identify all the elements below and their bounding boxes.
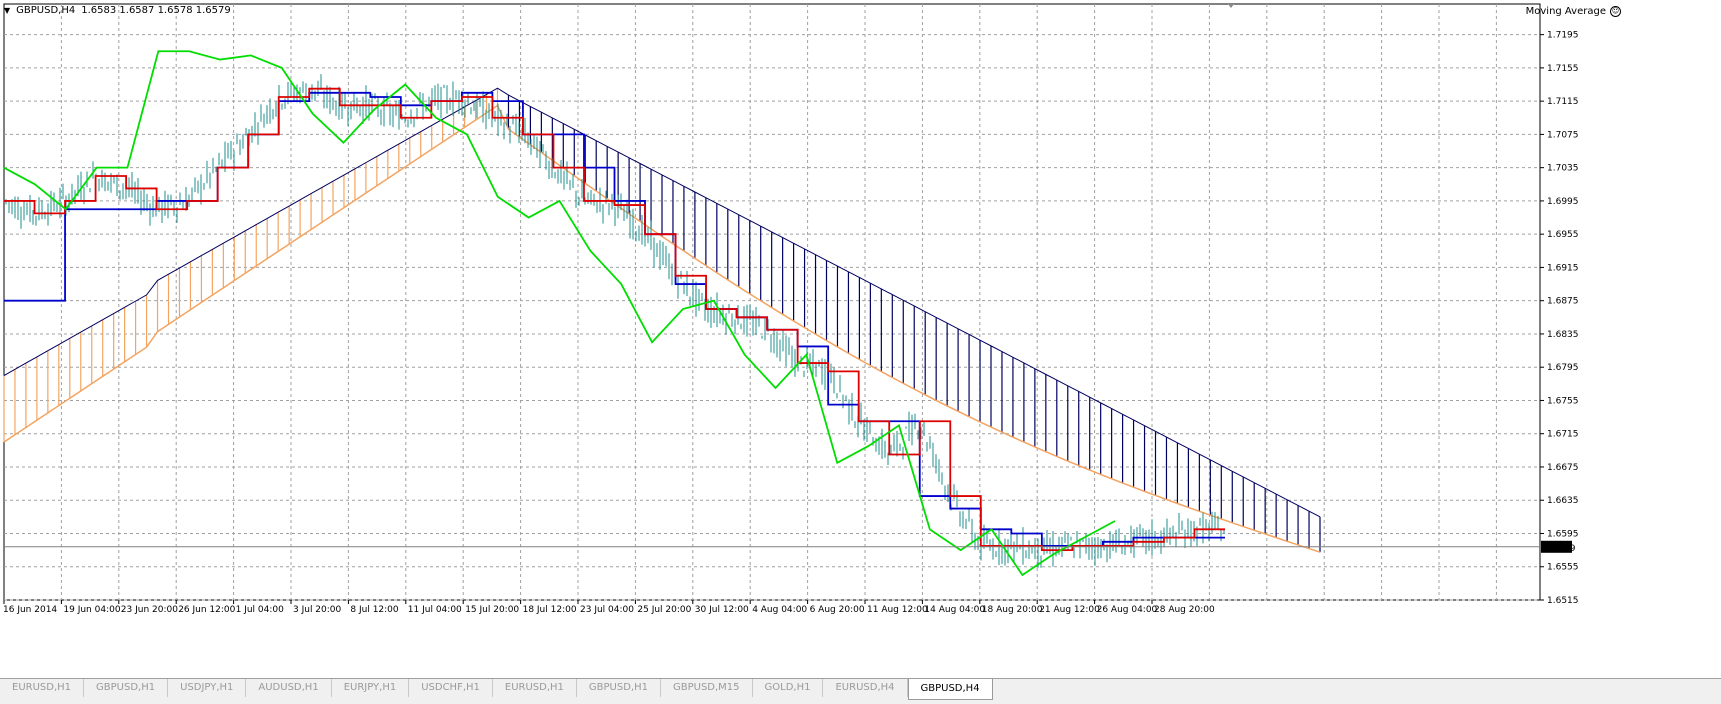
x-tick-label: 16 Jun 2014: [3, 605, 57, 615]
x-tick-label: 18 Jul 12:00: [523, 605, 577, 615]
chart-tab[interactable]: AUDUSD,H1: [246, 679, 332, 697]
chart-tab[interactable]: GBPUSD,M15: [661, 679, 753, 697]
y-tick-label: 1.7035: [1547, 164, 1579, 174]
y-tick-label: 1.6795: [1547, 363, 1579, 373]
y-tick-label: 1.7115: [1547, 97, 1579, 107]
y-tick-label: 1.6835: [1547, 330, 1579, 340]
x-tick-label: 11 Jul 04:00: [408, 605, 462, 615]
y-tick-label: 1.6875: [1547, 297, 1579, 307]
chart-symbol: GBPUSD,H4: [16, 5, 76, 16]
price-chart[interactable]: 1.7195 1.7155 1.7115 1.7075 1.7035 1.6995 1.69…: [0, 0, 1721, 678]
indicator-settings-icon[interactable]: ☺: [1610, 6, 1621, 17]
y-tick-label: 1.6515: [1547, 596, 1579, 606]
chart-tab[interactable]: USDCHF,H1: [409, 679, 493, 697]
y-tick-label: 1.6915: [1547, 263, 1579, 273]
indicator-name: Moving Average: [1525, 6, 1606, 17]
x-tick-label: 23 Jul 04:00: [580, 605, 634, 615]
chart-tab[interactable]: GBPUSD,H1: [577, 679, 661, 697]
y-tick-label: 1.7155: [1547, 64, 1579, 74]
chart-tab-bar: EURUSD,H1 GBPUSD,H1 USDJPY,H1 AUDUSD,H1 EURJ…: [0, 678, 1721, 704]
chart-tab[interactable]: EURUSD,H1: [0, 679, 85, 697]
collapse-triangle-icon[interactable]: ▼: [4, 6, 11, 15]
chart-ohlc: 1.6583 1.6587 1.6578 1.6579: [81, 5, 231, 16]
series-line-kijun-sen: [4, 91, 1225, 547]
chart-tab[interactable]: GBPUSD,H4: [907, 679, 993, 700]
x-tick-label: 28 Aug 20:00: [1154, 605, 1215, 615]
x-tick-label: 14 Aug 04:00: [924, 605, 985, 615]
series-line-chikou-span: [3, 50, 1116, 577]
x-tick-label: 4 Aug 04:00: [752, 605, 807, 615]
x-tick-label: 25 Jul 20:00: [637, 605, 691, 615]
chart-tab[interactable]: GOLD,H1: [753, 679, 824, 697]
y-tick-label: 1.7075: [1547, 130, 1579, 140]
x-tick-label: 1 Jul 04:00: [236, 605, 285, 615]
y-tick-label: 1.6955: [1547, 230, 1579, 240]
chart-tab[interactable]: EURUSD,H4: [823, 679, 908, 697]
chart-header: ▼ GBPUSD,H4 1.6583 1.6587 1.6578 1.6579: [4, 5, 231, 16]
x-tick-label: 30 Jul 12:00: [695, 605, 749, 615]
x-tick-label: 26 Aug 04:00: [1097, 605, 1158, 615]
x-tick-label: 8 Jul 12:00: [350, 605, 399, 615]
x-tick-label: 11 Aug 12:00: [867, 605, 928, 615]
y-tick-label: 1.6555: [1547, 563, 1579, 573]
chart-area[interactable]: 1.7195 1.7155 1.7115 1.7075 1.7035 1.6995 1.69…: [0, 0, 1721, 678]
y-tick-label: 1.6995: [1547, 197, 1579, 207]
cloud-span-a: [3, 87, 1321, 518]
x-tick-label: 23 Jun 20:00: [121, 605, 178, 615]
y-tick-label: 1.6595: [1547, 529, 1579, 539]
y-tick-label: 1.6635: [1547, 496, 1579, 506]
chart-tab[interactable]: USDJPY,H1: [168, 679, 247, 697]
chart-tab[interactable]: EURJPY,H1: [332, 679, 410, 697]
y-tick-label: 1.6715: [1547, 430, 1579, 440]
current-price-label: 1.6579: [1544, 544, 1576, 554]
x-tick-label: 18 Aug 20:00: [982, 605, 1043, 615]
x-tick-label: 6 Aug 20:00: [810, 605, 865, 615]
x-tick-label: 21 Aug 12:00: [1039, 605, 1100, 615]
x-tick-label: 3 Jul 20:00: [293, 605, 342, 615]
chart-tab[interactable]: GBPUSD,H1: [84, 679, 169, 697]
indicator-label[interactable]: Moving Average ☺: [1526, 6, 1621, 17]
series-line-tenkan-sen: [4, 87, 1225, 552]
current-price-box: [1541, 540, 1572, 553]
chart-tab[interactable]: EURUSD,H1: [493, 679, 577, 697]
x-tick-label: 19 Jun 04:00: [63, 605, 120, 615]
x-tick-label: 15 Jul 20:00: [465, 605, 519, 615]
y-tick-label: 1.7195: [1547, 31, 1579, 41]
y-tick-label: 1.6755: [1547, 396, 1579, 406]
shift-marker-icon[interactable]: [1228, 4, 1234, 8]
x-tick-label: 26 Jun 12:00: [178, 605, 235, 615]
y-tick-label: 1.6675: [1547, 463, 1579, 473]
cloud-span-b: [3, 104, 1321, 553]
